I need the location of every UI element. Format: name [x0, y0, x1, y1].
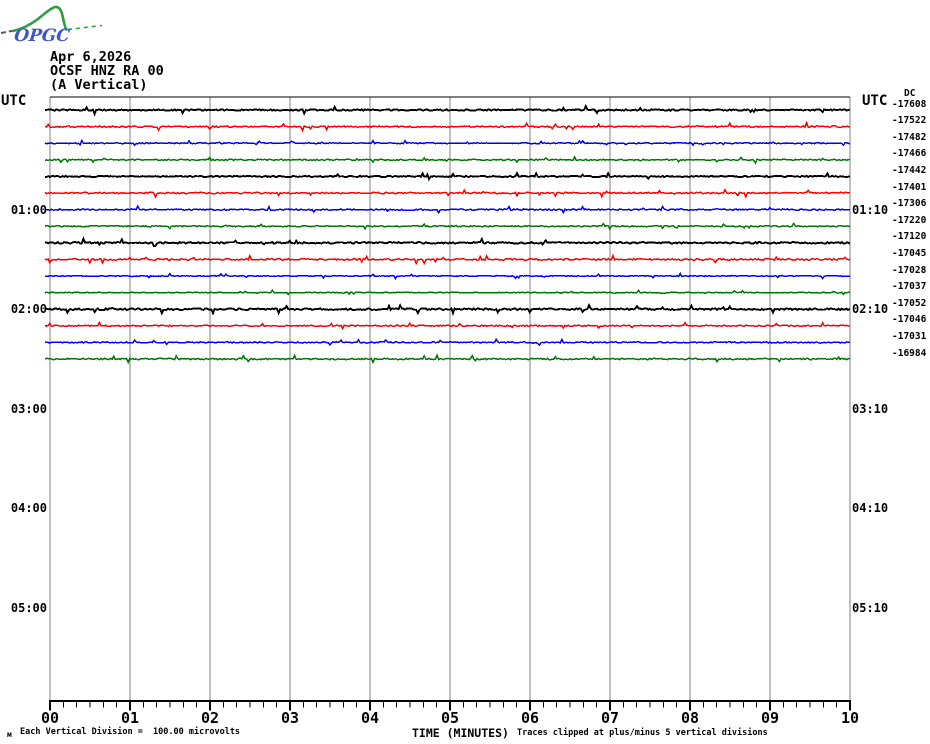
x-tick-label: 05 — [440, 709, 460, 727]
trace-row — [44, 320, 851, 331]
trace-row — [44, 120, 850, 133]
x-tick-label: 00 — [40, 709, 60, 727]
left-hour-label: 03:00 — [10, 401, 47, 416]
trace-row — [44, 337, 850, 347]
x-tick-label: 02 — [200, 709, 220, 727]
dc-offset-value: -17401 — [892, 181, 927, 193]
dc-offset-value: -17442 — [892, 164, 927, 176]
header-date: Apr 6,2026 — [50, 49, 132, 65]
trace-row — [44, 103, 851, 117]
left-hour-label: 05:00 — [10, 601, 47, 615]
dc-offset-value: -17028 — [892, 264, 927, 276]
dc-offset-value: -17046 — [892, 314, 927, 326]
left-hour-label: 04:00 — [10, 501, 47, 516]
trace-row — [44, 288, 850, 296]
trace-row — [44, 138, 850, 147]
vertical-division-note: Each Vertical Division = 100.00 microvol… — [20, 727, 241, 737]
x-tick-label: 10 — [840, 709, 860, 727]
trace-row — [44, 253, 851, 266]
dc-offset-value: -17306 — [892, 198, 927, 210]
dc-offset-value: -17031 — [892, 330, 927, 342]
x-tick-label: 03 — [280, 709, 300, 727]
x-tick-label: 04 — [360, 709, 380, 727]
dc-offset-value: -17482 — [892, 131, 927, 143]
dc-offset-value: -17466 — [892, 148, 927, 160]
clipping-note: Traces clipped at plus/minus 5 vertical … — [517, 728, 768, 738]
dc-offset-value: -17052 — [892, 297, 927, 309]
logo-mountain-curve — [11, 5, 68, 33]
right-hour-label: 04:10 — [852, 501, 889, 516]
dc-offset-value: -17037 — [892, 281, 927, 293]
x-axis-title: TIME (MINUTES) — [412, 726, 509, 740]
left-axis-title: UTC — [1, 93, 27, 109]
trace-row — [44, 188, 850, 199]
trace-row — [44, 171, 850, 182]
header-station-code: OCSF HNZ RA 00 — [50, 63, 164, 79]
trace-row — [44, 204, 850, 215]
dc-offset-value: -16984 — [892, 347, 927, 359]
x-tick-label: 08 — [680, 709, 700, 727]
opgc-logo: OPGC — [0, 5, 103, 46]
x-tick-label: 09 — [760, 709, 780, 727]
dc-offset-value: -17045 — [892, 247, 927, 259]
dc-offset-value: -17608 — [892, 98, 927, 110]
right-hour-label: 02:10 — [852, 302, 889, 317]
right-hour-label: 01:10 — [852, 202, 889, 217]
logo-right-dashes — [67, 24, 103, 31]
left-hour-label: 02:00 — [10, 302, 47, 317]
x-tick-label: 01 — [120, 709, 140, 727]
trace-row — [44, 353, 850, 365]
trace-row — [44, 302, 851, 317]
x-tick-label: 06 — [520, 709, 540, 727]
dc-offset-value: -17120 — [892, 231, 927, 243]
x-tick-label: 07 — [600, 709, 620, 727]
left-hour-label: 01:00 — [10, 202, 47, 217]
dc-column-label: DC — [904, 88, 916, 99]
header-component: (A Vertical) — [50, 77, 148, 93]
dc-offset-value: -17220 — [892, 214, 927, 226]
logo-text: OPGC — [13, 26, 71, 46]
scale-marker-glyph: м — [7, 730, 12, 739]
right-hour-label: 05:10 — [852, 601, 889, 615]
trace-row — [44, 155, 850, 165]
trace-row — [44, 236, 851, 248]
right-axis-title: UTC — [862, 93, 888, 109]
trace-row — [44, 272, 850, 281]
trace-row — [44, 222, 850, 231]
right-hour-label: 03:10 — [852, 401, 889, 416]
dc-offset-value: -17522 — [892, 115, 927, 127]
